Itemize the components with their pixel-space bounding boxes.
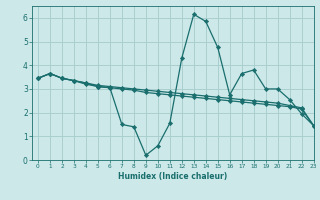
X-axis label: Humidex (Indice chaleur): Humidex (Indice chaleur) xyxy=(118,172,228,181)
